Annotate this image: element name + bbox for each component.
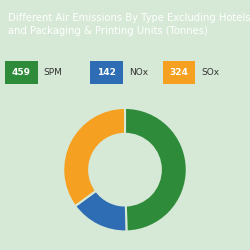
Text: NOx: NOx: [129, 68, 148, 77]
Wedge shape: [63, 108, 125, 206]
Wedge shape: [125, 108, 187, 232]
FancyBboxPatch shape: [162, 62, 195, 85]
Text: 324: 324: [169, 68, 188, 77]
Text: SOx: SOx: [201, 68, 220, 77]
FancyBboxPatch shape: [90, 62, 122, 85]
FancyBboxPatch shape: [5, 62, 38, 85]
Text: Different Air Emissions By Type Excluding Hotels
and Packaging & Printing Units : Different Air Emissions By Type Excludin…: [8, 13, 250, 36]
Wedge shape: [75, 191, 126, 232]
Text: SPM: SPM: [44, 68, 62, 77]
Text: 142: 142: [97, 68, 116, 77]
Text: 459: 459: [12, 68, 31, 77]
